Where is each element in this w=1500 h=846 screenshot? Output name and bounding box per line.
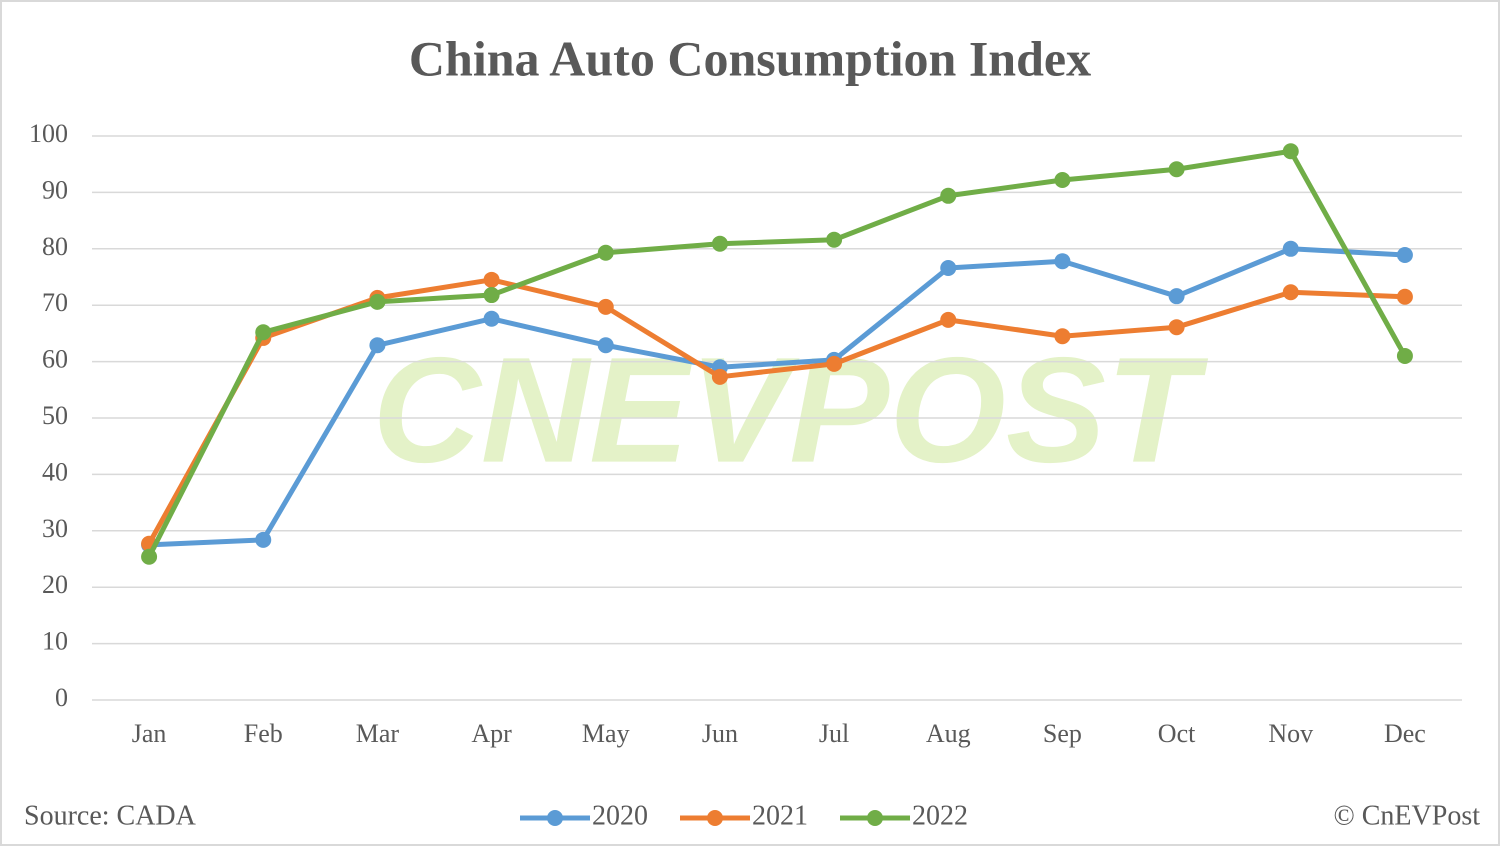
y-tick-label: 30: [42, 514, 68, 543]
data-point: [483, 310, 500, 327]
data-point: [940, 187, 957, 204]
y-tick-label: 90: [42, 175, 68, 204]
y-tick-label: 50: [42, 401, 68, 430]
source-note: Source: CADA: [24, 800, 197, 831]
data-point: [597, 298, 614, 315]
x-tick-label: Oct: [1158, 719, 1196, 748]
data-point: [1054, 171, 1071, 188]
data-point: [483, 271, 500, 288]
x-tick-label: Sep: [1043, 719, 1082, 748]
data-point: [597, 337, 614, 354]
data-point: [255, 531, 272, 548]
x-tick-label: Jul: [819, 719, 849, 748]
data-point: [1168, 161, 1185, 178]
y-tick-label: 100: [29, 119, 68, 148]
legend-label: 2021: [752, 800, 808, 831]
series-line: [148, 246, 1406, 548]
x-tick-label: May: [582, 719, 630, 748]
y-tick-label: 60: [42, 345, 68, 374]
data-point: [1282, 240, 1299, 257]
legend-marker: [547, 810, 563, 826]
y-tick-label: 0: [55, 683, 68, 712]
x-tick-label: Dec: [1384, 719, 1426, 748]
x-tick-label: Jun: [702, 719, 738, 748]
data-point: [141, 548, 158, 565]
chart-title: China Auto Consumption Index: [409, 30, 1091, 86]
data-point: [940, 259, 957, 276]
data-point: [1282, 284, 1299, 301]
series-line: [146, 148, 1408, 558]
legend-marker: [867, 810, 883, 826]
y-tick-label: 70: [42, 288, 68, 317]
x-tick-label: Aug: [926, 719, 971, 748]
data-point: [369, 293, 386, 310]
data-point: [711, 368, 728, 385]
watermark: CNEVPOST: [372, 326, 1209, 494]
data-point: [1282, 143, 1299, 160]
x-tick-label: Nov: [1268, 719, 1313, 748]
y-tick-label: 40: [42, 457, 68, 486]
data-point: [1396, 288, 1413, 305]
data-point: [483, 287, 500, 304]
data-point: [255, 324, 272, 341]
data-point: [826, 231, 843, 248]
credit-note: © CnEVPost: [1333, 800, 1480, 831]
x-tick-label: Feb: [244, 719, 283, 748]
data-point: [1054, 328, 1071, 345]
data-point: [369, 337, 386, 354]
y-tick-label: 80: [42, 232, 68, 261]
data-point: [597, 244, 614, 261]
data-point: [1396, 347, 1413, 364]
data-point: [940, 311, 957, 328]
x-tick-label: Mar: [356, 719, 400, 748]
data-point: [1168, 288, 1185, 305]
y-tick-label: 10: [42, 627, 68, 656]
data-point: [1054, 253, 1071, 270]
x-tick-label: Apr: [471, 719, 512, 748]
data-point: [711, 235, 728, 252]
data-point: [1396, 247, 1413, 264]
legend-label: 2022: [912, 800, 968, 831]
x-tick-label: Jan: [132, 719, 167, 748]
data-point: [826, 355, 843, 372]
legend-label: 2020: [592, 800, 648, 831]
y-tick-label: 20: [42, 570, 68, 599]
data-point: [1168, 319, 1185, 336]
legend-marker: [707, 810, 723, 826]
